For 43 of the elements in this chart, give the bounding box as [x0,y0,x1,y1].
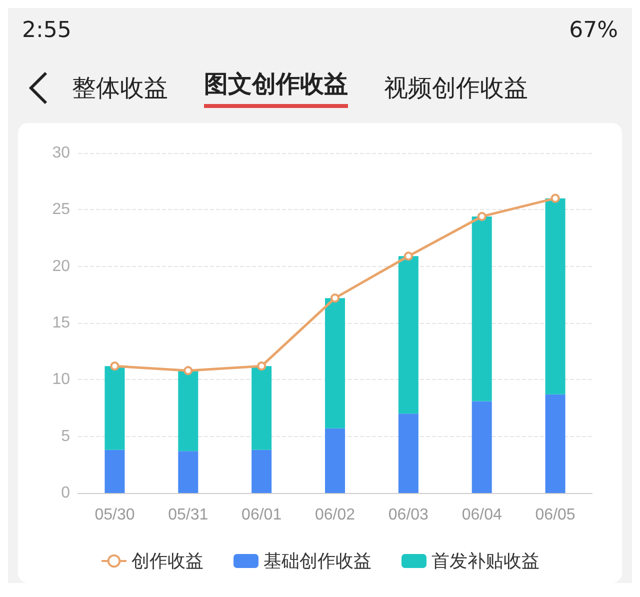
bar [325,428,345,493]
legend-label: 首发补贴收益 [432,551,540,571]
y-tick-label: 15 [52,314,70,332]
point [184,366,193,376]
bar [325,298,345,428]
x-tick-label: 06/02 [314,506,356,524]
bar [398,256,418,414]
text: 视频创作收益 [384,73,528,104]
bar [398,414,418,493]
x-tick-label: 06/03 [388,506,429,524]
y-tick-label: 25 [52,201,70,218]
point [330,294,340,303]
bar [545,394,566,493]
text: 整体收益 [72,73,168,104]
point [110,362,120,371]
bar [178,370,198,452]
x-tick-label: 05/31 [168,506,208,524]
y-tick-label: 5 [61,428,70,445]
point [257,362,266,371]
bar [178,451,198,493]
y-tick-label: 20 [52,258,70,275]
y-tick-label: 10 [52,371,70,388]
x-tick-label: 06/04 [462,506,502,524]
y-tick-label: 0 [61,484,70,502]
legend-label: 基础创作收益 [264,551,372,571]
x-tick-label: 06/01 [242,506,282,524]
legend-label: 创作收益 [132,551,204,571]
point [477,212,486,221]
x-tick-label: 06/05 [535,506,576,524]
bar [104,366,125,450]
x-tick-label: 05/30 [94,506,135,524]
text: 67% [569,18,618,43]
bar [252,366,272,450]
text: 2:55 [22,18,72,43]
bar [472,216,492,402]
bar [472,401,492,493]
bar [252,450,272,493]
bar [104,450,125,493]
bar [545,198,566,394]
point [404,252,413,261]
y-tick-label: 30 [52,144,70,162]
chart-title: 图文创作收益 [204,68,348,108]
point [550,194,560,203]
